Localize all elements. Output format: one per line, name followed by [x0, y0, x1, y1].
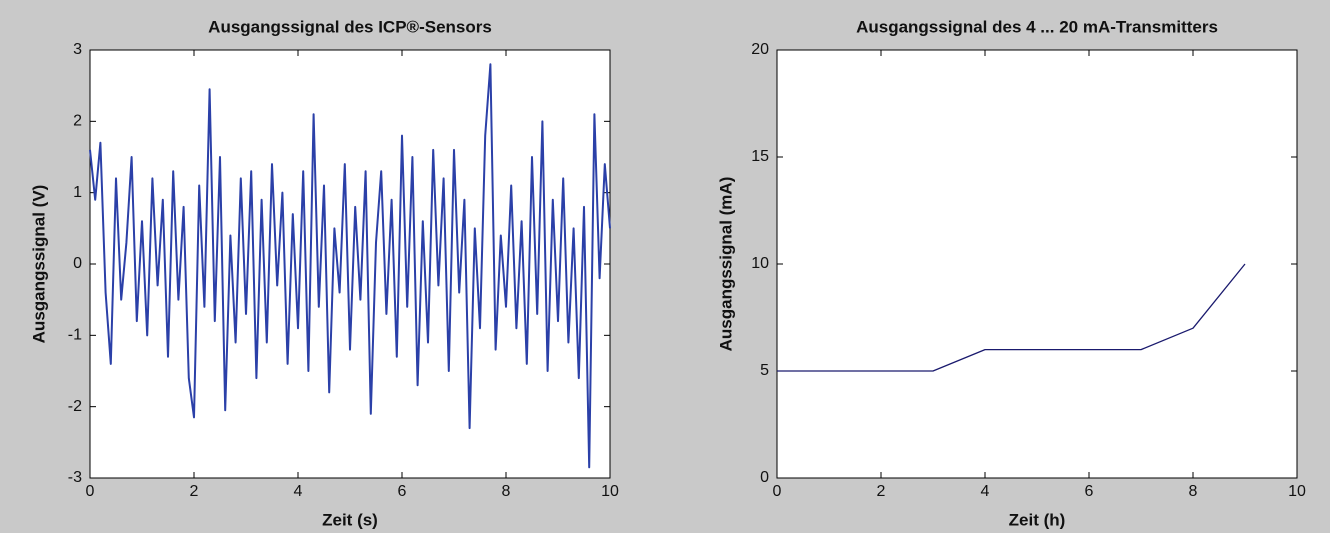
- y-tick-label: 20: [751, 41, 769, 58]
- y-tick-label: 10: [751, 255, 769, 272]
- y-tick-label: 0: [73, 255, 82, 272]
- y-tick-label: 0: [760, 469, 769, 486]
- x-tick-label: 8: [1189, 483, 1198, 500]
- chart-title: Ausgangssignal des ICP®-Sensors: [208, 17, 492, 36]
- y-tick-label: -1: [68, 327, 82, 344]
- x-tick-label: 2: [190, 483, 199, 500]
- x-axis-label: Zeit (s): [322, 510, 378, 529]
- x-tick-label: 4: [981, 483, 990, 500]
- y-tick-label: 15: [751, 148, 769, 165]
- y-tick-label: 1: [73, 184, 82, 201]
- x-tick-label: 2: [877, 483, 886, 500]
- x-axis-label: Zeit (h): [1009, 510, 1066, 529]
- x-tick-label: 8: [502, 483, 511, 500]
- x-tick-label: 0: [86, 483, 95, 500]
- plot-area: [776, 49, 1298, 479]
- y-axis-label: Ausgangssignal (V): [29, 185, 48, 344]
- x-tick-label: 6: [398, 483, 407, 500]
- data-line: [89, 63, 611, 469]
- y-tick-label: 3: [73, 41, 82, 58]
- x-tick-label: 4: [294, 483, 303, 500]
- x-tick-label: 10: [601, 483, 619, 500]
- y-tick-label: 5: [760, 362, 769, 379]
- y-axis-label: Ausgangssignal (mA): [716, 177, 735, 352]
- y-tick-label: 2: [73, 113, 82, 130]
- data-line: [777, 263, 1246, 372]
- x-tick-label: 6: [1085, 483, 1094, 500]
- plot-area: [89, 49, 611, 479]
- chart-title: Ausgangssignal des 4 ... 20 mA-Transmitt…: [856, 17, 1218, 36]
- y-tick-label: -2: [68, 398, 82, 415]
- x-tick-label: 0: [773, 483, 782, 500]
- x-tick-label: 10: [1288, 483, 1306, 500]
- y-tick-label: -3: [68, 469, 82, 486]
